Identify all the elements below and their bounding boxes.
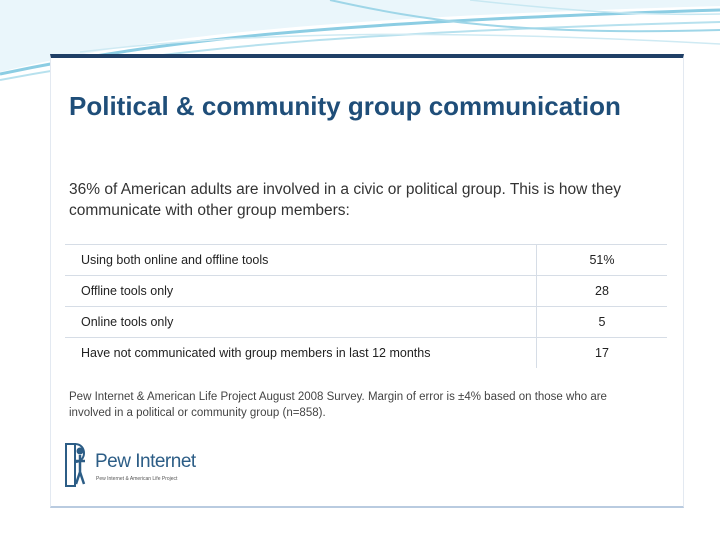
table-row: Have not communicated with group members…: [65, 337, 667, 368]
row-value: 51%: [536, 244, 667, 276]
row-value: 5: [536, 306, 667, 338]
source-note: Pew Internet & American Life Project Aug…: [69, 391, 607, 419]
table-row: Offline tools only 28: [65, 275, 667, 307]
row-label: Offline tools only: [65, 275, 537, 307]
row-value: 17: [536, 337, 667, 368]
row-value: 28: [536, 275, 667, 307]
pew-internet-logo: Pew Internet Pew Internet & American Lif…: [65, 442, 265, 488]
subtitle: 36% of American adults are involved in a…: [69, 181, 621, 219]
pew-figure-icon: [65, 443, 86, 487]
page-title: Political & community group communicatio…: [69, 91, 621, 121]
row-label: Online tools only: [65, 306, 537, 338]
logo-name: Pew Internet: [95, 451, 196, 472]
table-row: Using both online and offline tools 51%: [65, 244, 667, 276]
logo-tagline: Pew Internet & American Life Project: [96, 476, 178, 482]
row-label: Have not communicated with group members…: [65, 337, 537, 368]
results-table: Using both online and offline tools 51% …: [65, 244, 667, 368]
content-card: Political & community group communicatio…: [50, 54, 684, 508]
row-label: Using both online and offline tools: [65, 244, 537, 276]
table-row: Online tools only 5: [65, 306, 667, 338]
